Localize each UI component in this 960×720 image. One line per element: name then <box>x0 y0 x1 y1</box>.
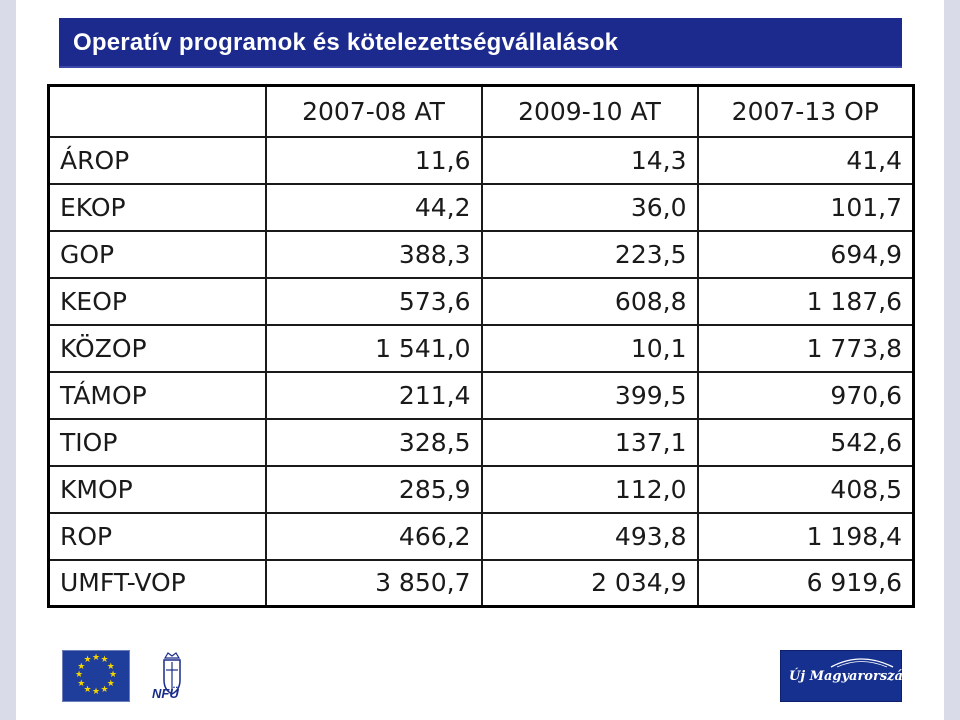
row-value: 1 541,0 <box>264 323 483 373</box>
row-value: 573,6 <box>264 276 483 326</box>
row-label: TIOP <box>47 417 267 467</box>
row-label: KEOP <box>47 276 267 326</box>
row-value: 14,3 <box>480 135 699 185</box>
eu-star-icon: ★ <box>100 655 109 666</box>
uj-logo-arc-icon <box>830 658 894 668</box>
row-value: 466,2 <box>264 511 483 561</box>
row-label: KÖZOP <box>47 323 267 373</box>
table-header-row: 2007-08 AT 2009-10 AT 2007-13 OP <box>47 84 915 138</box>
uj-logo-text: Új Magyarország <box>789 669 913 684</box>
table-row: GOP 388,3 223,5 694,9 <box>47 229 915 279</box>
row-value: 11,6 <box>264 135 483 185</box>
row-label: GOP <box>47 229 267 279</box>
row-value: 2 034,9 <box>480 558 699 608</box>
eu-star-icon: ★ <box>77 661 86 672</box>
row-value: 10,1 <box>480 323 699 373</box>
row-value: 101,7 <box>696 182 915 232</box>
row-value: 6 919,6 <box>696 558 915 608</box>
header-2007-08-at: 2007-08 AT <box>264 84 483 138</box>
table-row: TÁMOP 211,4 399,5 970,6 <box>47 370 915 420</box>
row-value: 36,0 <box>480 182 699 232</box>
hungarian-crest-icon <box>163 652 181 695</box>
row-value: 211,4 <box>264 370 483 420</box>
eu-star-icon: ★ <box>75 670 84 680</box>
page-title: Operatív programok és kötelezettségválla… <box>73 29 619 56</box>
row-value: 3 850,7 <box>264 558 483 608</box>
right-decor-bar <box>944 0 960 720</box>
table-row: KMOP 285,9 112,0 408,5 <box>47 464 915 514</box>
row-value: 137,1 <box>480 417 699 467</box>
header-2009-10-at: 2009-10 AT <box>480 84 699 138</box>
row-value: 542,6 <box>696 417 915 467</box>
row-label: TÁMOP <box>47 370 267 420</box>
eu-star-icon: ★ <box>106 661 115 672</box>
row-label: EKOP <box>47 182 267 232</box>
row-value: 41,4 <box>696 135 915 185</box>
header-2007-13-op: 2007-13 OP <box>696 84 915 138</box>
row-label: UMFT-VOP <box>47 558 267 608</box>
row-value: 388,3 <box>264 229 483 279</box>
eu-flag-logo: ★ ★ ★ ★ ★ ★ ★ ★ ★ ★ ★ ★ <box>62 650 130 702</box>
table-row: KÖZOP 1 541,0 10,1 1 773,8 <box>47 323 915 373</box>
table-row: TIOP 328,5 137,1 542,6 <box>47 417 915 467</box>
row-value: 112,0 <box>480 464 699 514</box>
title-bar <box>59 18 902 68</box>
header-corner <box>47 84 267 138</box>
uj-magyarorszag-logo: Új Magyarország <box>780 650 912 702</box>
row-value: 493,8 <box>480 511 699 561</box>
eu-star-icon: ★ <box>109 670 118 680</box>
commitments-table: 2007-08 AT 2009-10 AT 2007-13 OP ÁROP 11,… <box>47 84 915 608</box>
row-value: 408,5 <box>696 464 915 514</box>
table-row: KEOP 573,6 608,8 1 187,6 <box>47 276 915 326</box>
row-value: 1 198,4 <box>696 511 915 561</box>
row-value: 44,2 <box>264 182 483 232</box>
eu-star-icon: ★ <box>100 684 109 695</box>
table-row: UMFT-VOP 3 850,7 2 034,9 6 919,6 <box>47 558 915 608</box>
row-value: 399,5 <box>480 370 699 420</box>
row-value: 608,8 <box>480 276 699 326</box>
table-row: EKOP 44,2 36,0 101,7 <box>47 182 915 232</box>
row-value: 970,6 <box>696 370 915 420</box>
eu-star-icon: ★ <box>106 678 115 689</box>
eu-star-icon: ★ <box>92 687 101 697</box>
eu-star-icon: ★ <box>83 684 92 695</box>
row-label: KMOP <box>47 464 267 514</box>
row-value: 1 187,6 <box>696 276 915 326</box>
row-value: 694,9 <box>696 229 915 279</box>
row-value: 223,5 <box>480 229 699 279</box>
table-row: ÁROP 11,6 14,3 41,4 <box>47 135 915 185</box>
eu-star-icon: ★ <box>83 655 92 666</box>
row-value: 285,9 <box>264 464 483 514</box>
table-body: ÁROP 11,6 14,3 41,4 EKOP 44,2 36,0 101,7 GOP 388,… <box>47 135 915 608</box>
eu-star-icon: ★ <box>92 653 101 663</box>
table-row: ROP 466,2 493,8 1 198,4 <box>47 511 915 561</box>
row-value: 1 773,8 <box>696 323 915 373</box>
row-label: ROP <box>47 511 267 561</box>
eu-star-icon: ★ <box>77 678 86 689</box>
left-decor-bar <box>0 0 16 720</box>
row-value: 328,5 <box>264 417 483 467</box>
row-label: ÁROP <box>47 135 267 185</box>
nfu-logo-text: NFÜ <box>152 686 179 701</box>
